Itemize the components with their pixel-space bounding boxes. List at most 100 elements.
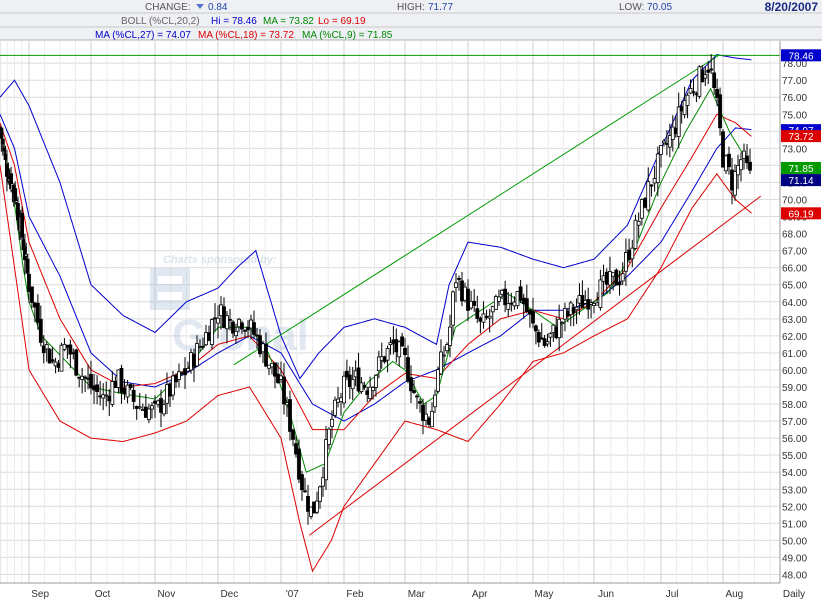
price-candle [472, 289, 477, 312]
price-candle [303, 477, 307, 493]
date-label: 8/20/2007 [765, 0, 819, 14]
price-candle [421, 398, 425, 435]
price-candle [95, 375, 99, 405]
price-candle [406, 345, 410, 384]
price-candle [659, 145, 663, 168]
price-candle [742, 143, 746, 170]
x-tick-label: Oct [95, 589, 111, 600]
trendline-support [309, 195, 762, 536]
price-candle [282, 363, 286, 415]
price-candle [324, 426, 328, 490]
change-down-arrow-icon [196, 4, 204, 9]
price-candle [643, 196, 647, 209]
price-candle [481, 301, 486, 329]
y-tick-label: 50.00 [782, 536, 807, 547]
price-candle [47, 347, 52, 364]
change-value: 0.84 [208, 2, 228, 13]
price-candle [475, 295, 480, 323]
price-candle [376, 350, 381, 379]
price-candle [177, 363, 181, 388]
price-candle [125, 379, 130, 404]
price-candle [560, 320, 564, 338]
x-tick-label: May [535, 589, 554, 600]
grid-lines [0, 41, 780, 583]
price-candle [101, 383, 106, 411]
price-candle [243, 328, 247, 338]
price-candle [30, 286, 34, 308]
price-candle [691, 78, 696, 97]
y-tick-label: 55.00 [782, 451, 807, 462]
price-candle [454, 273, 458, 303]
price-candle [246, 320, 250, 338]
price-candle [183, 357, 187, 389]
price-candle [306, 484, 310, 525]
price-candle [685, 92, 690, 119]
boll-lower-band [0, 165, 752, 573]
price-candle [131, 384, 136, 410]
price-candle [312, 501, 316, 514]
price-candle [697, 65, 702, 99]
change-label: CHANGE: [145, 2, 191, 13]
x-tick-label: Mar [408, 589, 426, 600]
price-candle [350, 367, 355, 401]
price-candle [89, 360, 93, 395]
price-candle [649, 184, 654, 197]
x-tick-label: Dec [220, 589, 238, 600]
price-candle [487, 309, 492, 333]
axes: 48.00 49.00 50.00 51.00 52.00 53.00 54.00 55.00… [0, 41, 807, 600]
price-candle [439, 339, 443, 375]
price-candle [318, 485, 322, 509]
price-candle [497, 289, 501, 306]
x-tick-label: Apr [472, 589, 488, 600]
price-candle [74, 348, 79, 377]
price-candle [201, 337, 205, 350]
price-candle [59, 342, 64, 372]
price-candle [662, 138, 666, 147]
price-candle [228, 308, 232, 331]
price-candle [518, 279, 523, 304]
x-tick-label: Jul [666, 589, 679, 600]
price-candle [548, 332, 553, 347]
price-candle [646, 167, 651, 213]
x-tick-label: Aug [725, 589, 743, 600]
price-candle [371, 386, 375, 400]
y-tick-label: 77.00 [782, 76, 807, 87]
price-candle [27, 263, 31, 303]
price-candle [655, 146, 660, 197]
x-tick-label: Nov [157, 589, 175, 600]
price-candle [171, 370, 175, 401]
price-candle [252, 310, 256, 339]
price-candle [703, 66, 708, 86]
price-candle [709, 54, 714, 74]
trendline-resistance [233, 54, 721, 366]
price-candle [718, 87, 722, 136]
price-candle [400, 332, 404, 347]
price-candle [620, 262, 625, 285]
right-value-tag: 71.14 [781, 174, 821, 187]
y-tick-label: 48.00 [782, 570, 807, 581]
price-candle [368, 376, 373, 402]
price-candle [264, 332, 268, 368]
price-candles [0, 54, 752, 525]
price-candle [300, 470, 304, 501]
price-candle [715, 78, 719, 107]
price-candle [688, 79, 693, 95]
svg-text:71.85: 71.85 [788, 164, 813, 175]
y-tick-label: 52.00 [782, 502, 807, 513]
low-label: LOW: [619, 2, 644, 13]
price-candle [466, 279, 470, 322]
price-candle [712, 57, 717, 95]
price-candle [574, 298, 579, 325]
price-candle [374, 374, 378, 397]
right-value-tag: 69.19 [781, 207, 821, 220]
x-tick-label: Feb [346, 589, 364, 600]
price-candle [614, 268, 619, 286]
price-candle [667, 123, 672, 158]
price-candle [38, 305, 43, 347]
price-candle [524, 284, 529, 314]
y-tick-label: 51.00 [782, 519, 807, 530]
sponsor-logo-block-icon [150, 268, 190, 310]
price-candle [748, 148, 752, 175]
price-candle [409, 365, 413, 404]
